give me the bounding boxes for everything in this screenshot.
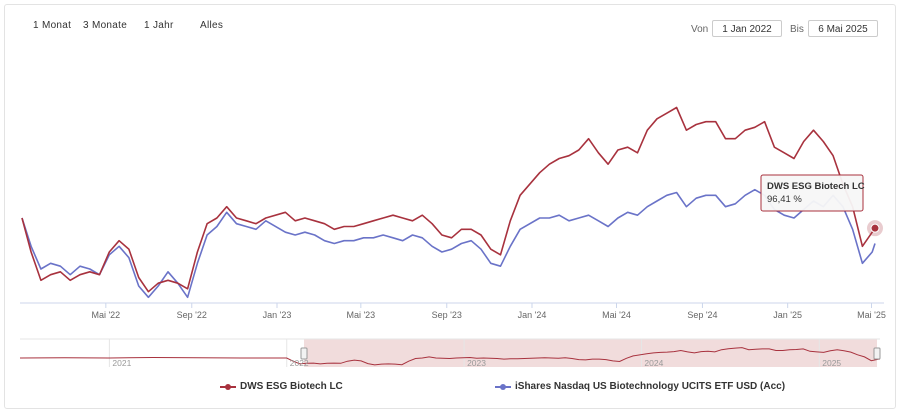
navigator-year-label: 2022: [290, 358, 309, 368]
range-button-1-year[interactable]: 1 Jahr: [144, 20, 174, 31]
navigator-selected-range[interactable]: [304, 339, 877, 367]
x-tick-label: Mai '22: [91, 310, 120, 320]
x-tick-label: Sep '22: [177, 310, 207, 320]
navigator-year-label: 2024: [644, 358, 663, 368]
x-tick-label: Mai '24: [602, 310, 631, 320]
legend-label-dws: DWS ESG Biotech LC: [240, 381, 343, 392]
range-button-all[interactable]: Alles: [200, 20, 224, 31]
legend-item-ishares[interactable]: iShares Nasdaq US Biotechnology UCITS ET…: [495, 381, 785, 392]
series-line-dws: [21, 106, 876, 293]
x-tick-label: Sep '24: [687, 310, 717, 320]
from-date-input[interactable]: 1 Jan 2022: [712, 20, 782, 37]
legend-symbol-ishares: [495, 383, 511, 390]
navigator-year-label: 2021: [112, 358, 131, 368]
to-label: Bis: [790, 24, 804, 35]
x-tick-label: Mai '25: [857, 310, 886, 320]
x-tick-label: Jan '23: [263, 310, 292, 320]
tooltip-box: [760, 174, 864, 212]
legend-symbol-dws: [220, 383, 236, 390]
to-date-input[interactable]: 6 Mai 2025: [808, 20, 878, 37]
tooltip: DWS ESG Biotech LC 96,41 %: [760, 174, 865, 212]
legend-item-dws[interactable]: DWS ESG Biotech LC: [220, 381, 343, 392]
navigator[interactable]: 2021 2022 2023 2024 2025: [19, 338, 881, 368]
navigator-series-line: [19, 347, 881, 366]
chart-container: [4, 4, 896, 409]
navigator-right-handle[interactable]: [873, 347, 881, 360]
x-tick-label: Sep '23: [432, 310, 462, 320]
legend-label-ishares: iShares Nasdaq US Biotechnology UCITS ET…: [515, 381, 786, 392]
legend-dot-ishares: [500, 383, 506, 390]
series-line-ishares: [21, 188, 876, 299]
navigator-left-handle[interactable]: [300, 347, 308, 360]
tooltip-value: 96,41 %: [767, 194, 802, 205]
legend-dot-dws: [225, 383, 231, 390]
from-label: Von: [691, 24, 709, 35]
x-tick-label: Jan '25: [773, 310, 802, 320]
hover-marker[interactable]: [870, 223, 880, 233]
range-button-1-month[interactable]: 1 Monat: [33, 20, 72, 31]
x-tick-label: Jan '24: [518, 310, 547, 320]
navigator-year-label: 2025: [822, 358, 841, 368]
x-tick-label: Mai '23: [346, 310, 375, 320]
navigator-year-label: 2023: [467, 358, 486, 368]
range-button-3-months[interactable]: 3 Monate: [83, 20, 128, 31]
tooltip-series-name: DWS ESG Biotech LC: [767, 181, 865, 192]
